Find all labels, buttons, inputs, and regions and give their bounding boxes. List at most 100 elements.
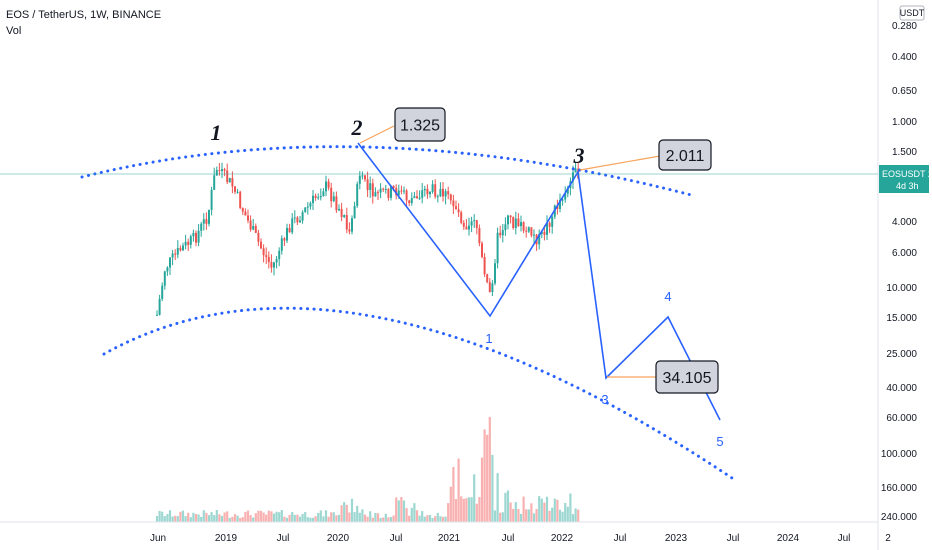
candle-body	[288, 227, 291, 233]
volume-bar	[480, 457, 484, 522]
candle-body	[413, 196, 416, 199]
candle-body	[338, 208, 340, 211]
candle-body	[403, 190, 405, 192]
volume-bar	[413, 503, 416, 522]
volume-bar	[389, 517, 393, 522]
volume-bar	[566, 506, 569, 522]
wave-label-minor: 5	[716, 434, 723, 449]
volume-bar	[402, 500, 406, 522]
volume-bar	[512, 508, 515, 522]
volume-bar	[233, 514, 237, 522]
volume-bar	[514, 502, 517, 522]
candle-body	[377, 192, 379, 194]
candle-body	[278, 250, 281, 260]
volume-bar	[431, 517, 434, 522]
volume-bar	[410, 507, 413, 522]
candle-body	[405, 190, 408, 201]
candle-body	[390, 186, 392, 198]
candle-body	[322, 191, 325, 197]
candle-body	[374, 192, 377, 197]
candle-body	[189, 236, 192, 245]
volume-bar	[415, 510, 419, 522]
candle-body	[340, 208, 343, 217]
candle-body	[517, 218, 520, 227]
candle-body	[234, 186, 236, 192]
candle-body	[327, 181, 330, 188]
candle-body	[499, 232, 502, 236]
volume-bar	[270, 511, 273, 522]
candle-body	[442, 188, 444, 197]
volume-bar	[285, 517, 289, 522]
volume-bar	[569, 493, 572, 522]
candle-body	[221, 169, 223, 172]
volume-bar	[283, 516, 286, 522]
candle-body	[408, 200, 411, 204]
x-tick-label: 2019	[215, 533, 238, 544]
candle-body	[423, 188, 426, 191]
volume-indicator-label[interactable]: Vol	[6, 25, 22, 37]
candle-body	[215, 170, 218, 176]
volume-bar	[189, 517, 192, 522]
price-box-label: 34.105	[663, 370, 712, 387]
x-tick-label: 2020	[327, 533, 350, 544]
y-tick-label: 160.000	[881, 483, 918, 494]
volume-bar	[363, 514, 367, 522]
candle-body	[208, 209, 210, 224]
x-tick-label: Jul	[614, 533, 627, 544]
volume-bar	[457, 458, 460, 522]
volume-bar	[197, 514, 200, 522]
candle-body	[280, 238, 283, 251]
volume-bar	[369, 511, 372, 522]
candle-body	[475, 220, 478, 229]
candle-body	[239, 191, 242, 208]
candle-body	[205, 219, 208, 224]
candle-body	[455, 206, 457, 210]
volume-bar	[506, 490, 510, 522]
candle-body	[179, 248, 182, 251]
price-tag	[879, 165, 929, 193]
symbol-title[interactable]: EOS / TetherUS, 1W, BINANCE	[6, 9, 162, 21]
candle-body	[418, 197, 421, 199]
volume-bar	[428, 514, 432, 522]
volume-bar	[527, 509, 530, 522]
volume-bar	[223, 512, 226, 522]
volume-bar	[486, 434, 489, 522]
candle-body	[387, 188, 390, 198]
volume-bar	[478, 496, 481, 522]
candle-body	[332, 196, 335, 202]
volume-bar	[350, 498, 354, 522]
candle-body	[449, 194, 452, 201]
volume-bar	[501, 512, 504, 522]
volume-bar	[288, 514, 291, 522]
volume-bar	[249, 515, 252, 522]
candle-body	[514, 218, 517, 228]
volume-bar	[322, 516, 325, 522]
candle-body	[436, 196, 439, 198]
volume-bar	[314, 516, 317, 522]
volume-bar	[257, 510, 260, 522]
candle-body	[369, 183, 372, 190]
volume-bar	[540, 498, 543, 522]
volume-bar	[376, 513, 380, 522]
candle-body	[525, 230, 528, 232]
volume-bar	[337, 514, 341, 522]
y-tick-label: 1.500	[892, 147, 917, 158]
candle-body	[244, 211, 247, 216]
connector-1325	[359, 125, 395, 144]
candle-body	[291, 218, 294, 233]
x-tick-label: 2	[885, 533, 891, 544]
candle-body	[254, 225, 257, 233]
wave-label-minor: 3	[601, 392, 608, 407]
volume-bar	[545, 496, 549, 522]
candle-body	[176, 248, 179, 255]
candle-body	[171, 253, 174, 258]
volume-bar	[293, 514, 296, 522]
candle-body	[507, 215, 509, 225]
volume-bar	[452, 467, 455, 522]
volume-bar	[166, 514, 169, 522]
volume-bar	[574, 508, 577, 522]
candle-body	[481, 243, 483, 258]
volume-bar	[382, 517, 385, 522]
candle-body	[410, 198, 413, 204]
